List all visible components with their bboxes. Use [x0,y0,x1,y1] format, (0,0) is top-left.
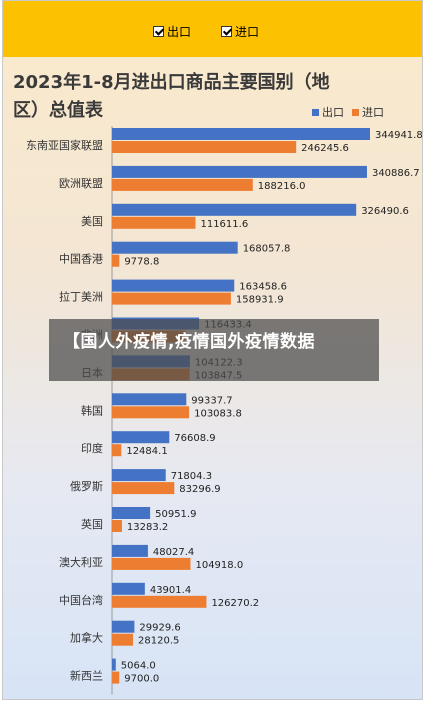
checkbox-checked-icon [153,25,164,37]
data-label-import: 158931.9 [236,295,284,306]
bar-import [112,292,231,305]
bar-export [112,620,135,633]
legend-item-export: 出口 [312,104,344,120]
bar-export [112,582,145,595]
overlay-banner-text: 【国人外疫情,疫情国外疫情数据 [63,332,315,352]
data-label-import: 103083.8 [194,408,242,419]
legend-item-import: 进口 [352,104,384,120]
data-label-import: 188216.0 [258,181,306,192]
bar-export [112,658,116,671]
checkbox-checked-icon [221,25,232,37]
data-label-export: 168057.8 [243,244,291,255]
bar-export [112,241,238,254]
legend-label-import: 进口 [362,106,384,119]
data-label-import: 13283.2 [127,522,168,533]
bar-import [112,633,134,646]
data-label-import: 104918.0 [195,560,243,571]
data-label-import: 9778.8 [124,257,159,268]
data-label-export: 163458.6 [239,282,287,293]
category-label: 东南亚国家联盟 [26,138,103,152]
data-label-export: 99337.7 [191,395,232,406]
category-label: 韩国 [81,403,103,417]
data-label-export: 71804.3 [171,471,212,482]
legend-swatch-import [352,108,359,116]
import-filter-label: 进口 [235,24,260,39]
category-label: 新西兰 [70,669,103,683]
data-label-export: 340886.7 [372,168,420,179]
data-label-export: 344941.8 [375,130,423,141]
overlay-banner [49,319,379,381]
data-label-import: 12484.1 [126,446,167,457]
data-label-export: 43901.4 [150,585,191,596]
data-label-export: 29929.6 [139,623,180,634]
category-label: 中国香港 [59,253,103,266]
category-label: 俄罗斯 [70,480,103,493]
data-label-export: 48027.4 [153,547,194,558]
bar-export [112,203,357,216]
bar-import [112,178,253,191]
category-label: 拉丁美洲 [59,290,103,304]
category-label: 澳大利亚 [59,555,103,569]
import-filter-checkbox[interactable]: 进口 [221,23,259,39]
category-label: 美国 [81,215,103,228]
bar-export [112,469,166,482]
data-label-import: 111611.6 [200,219,248,230]
data-label-import: 83296.9 [179,484,220,495]
bar-export [112,165,367,178]
bar-import [112,595,207,608]
bar-export [112,544,148,557]
export-filter-checkbox[interactable]: 出口 [153,23,191,39]
data-label-export: 50951.9 [155,509,196,520]
legend-label-export: 出口 [322,106,344,119]
bar-export [112,393,187,406]
category-label: 英国 [81,517,103,531]
bar-import [112,444,122,457]
chart-title: 2023年1-8月进出口商品主要国别（地区）总值表 [13,72,330,121]
filter-bar: 出口 进口 [3,1,422,57]
bar-import [112,671,120,684]
bar-import [112,557,191,570]
data-label-import: 246245.6 [301,143,349,154]
category-label: 欧洲联盟 [59,177,103,190]
bar-export [112,128,370,140]
bar-import [112,141,297,153]
legend-swatch-export [312,108,319,116]
bar-export [112,279,235,292]
bar-import [112,406,190,419]
data-label-import: 28120.5 [138,636,179,647]
data-label-import: 126270.2 [211,598,259,609]
bar-export [112,507,151,519]
category-label: 加拿大 [70,631,103,645]
bar-import [112,254,120,267]
chart-legend: 出口 进口 [312,104,392,120]
data-label-export: 5064.0 [121,661,156,672]
bar-import [112,216,196,229]
data-label-export: 326490.6 [361,206,409,217]
export-filter-label: 出口 [167,24,192,39]
bar-export [112,431,170,444]
data-label-export: 76608.9 [174,433,215,444]
bar-import [112,482,175,495]
data-label-import: 9700.0 [124,674,159,685]
category-label: 印度 [81,441,103,455]
category-label: 中国台湾 [59,593,103,607]
bar-import [112,520,122,532]
